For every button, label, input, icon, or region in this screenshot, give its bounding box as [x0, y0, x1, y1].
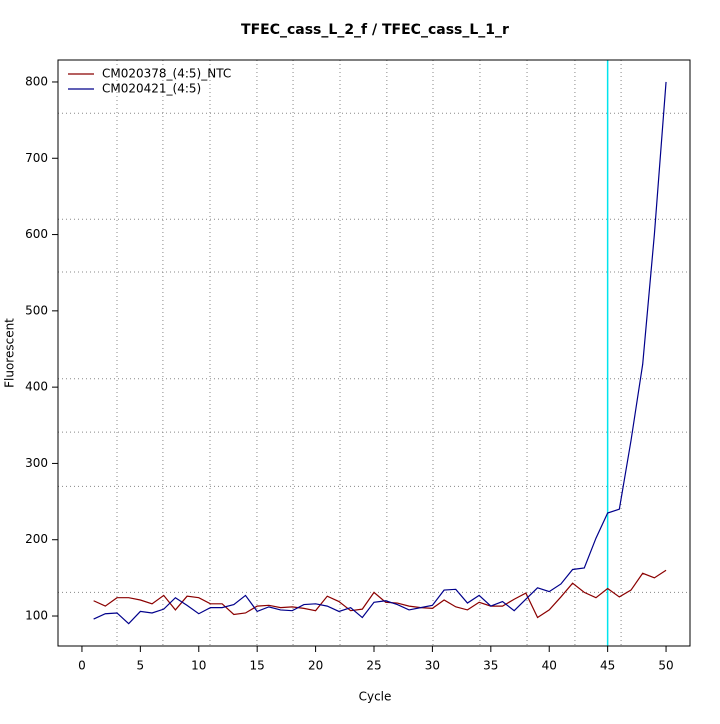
x-tick-label: 0	[78, 659, 86, 673]
x-tick-label: 20	[308, 659, 323, 673]
plot-frame	[57, 59, 691, 647]
x-tick-label: 50	[658, 659, 673, 673]
y-axis-label: Fluorescent	[3, 318, 17, 388]
series-line	[93, 569, 667, 619]
y-tick-label: 400	[25, 380, 48, 394]
x-tick-label: 35	[483, 659, 498, 673]
y-tick-label: 700	[25, 151, 48, 165]
y-tick-label: 300	[25, 456, 48, 470]
x-tick-label: 5	[137, 659, 145, 673]
series-line	[93, 81, 667, 625]
x-tick-label: 25	[366, 659, 381, 673]
x-tick-label: 30	[425, 659, 440, 673]
legend-label: CM020378_(4:5)_NTC	[102, 67, 231, 81]
x-tick-label: 10	[191, 659, 206, 673]
chart-title: TFEC_cass_L_2_f / TFEC_cass_L_1_r	[241, 22, 509, 38]
legend-label: CM020421_(4:5)	[102, 82, 201, 96]
y-tick-label: 800	[25, 74, 48, 88]
x-tick-label: 15	[250, 659, 265, 673]
x-axis-label: Cycle	[359, 690, 392, 704]
x-tick-label: 45	[600, 659, 615, 673]
y-tick-label: 100	[25, 609, 48, 623]
y-tick-label: 600	[25, 227, 48, 241]
y-tick-label: 500	[25, 303, 48, 317]
x-tick-label: 40	[542, 659, 557, 673]
y-tick-label: 200	[25, 532, 48, 546]
